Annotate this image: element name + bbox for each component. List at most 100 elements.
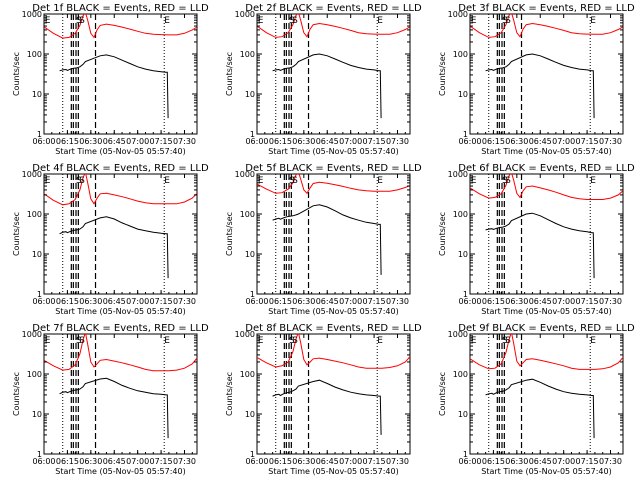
marker-label: E: [377, 336, 383, 346]
marker-label: E: [45, 336, 51, 346]
y-axis-label: Counts/sec: [438, 372, 447, 416]
plot-area: [44, 174, 197, 294]
x-tick-label: 07:30: [599, 297, 622, 306]
y-axis-label: Counts/sec: [12, 212, 21, 256]
y-tick-label: 10: [458, 90, 468, 99]
events-series-line: [485, 53, 595, 119]
x-tick-label: 06:30: [79, 137, 102, 146]
x-tick-label: 06:00: [458, 297, 481, 306]
x-tick-label: 07:30: [173, 137, 196, 146]
y-tick-label: 1: [250, 290, 255, 299]
marker-label: S: [76, 176, 82, 186]
x-tick-label: 06:15: [56, 297, 79, 306]
x-tick-label: 07:15: [576, 137, 599, 146]
x-tick-label: 06:30: [292, 137, 315, 146]
y-tick-label: 1000: [448, 330, 468, 339]
axes-box: [469, 333, 624, 455]
marker-label: E: [471, 176, 477, 186]
x-tick-label: 06:45: [529, 457, 552, 466]
x-tick-label: 07:15: [150, 297, 173, 306]
y-tick-label: 100: [453, 50, 468, 59]
x-tick-label: 06:15: [269, 297, 292, 306]
panel-2: Det 2f BLACK = Events, RED = LLD 06:00 06:…: [225, 3, 422, 156]
x-tick-label: 07:00: [552, 137, 575, 146]
y-tick-label: 1000: [235, 330, 255, 339]
marker-label: E: [258, 176, 264, 186]
y-tick-label: 100: [453, 370, 468, 379]
lld-series-line: [44, 334, 197, 372]
plot-area: [257, 334, 410, 454]
plot-area: [44, 334, 197, 454]
y-tick-label: 1: [250, 450, 255, 459]
x-tick-label: 07:30: [386, 457, 409, 466]
y-tick-label: 1: [463, 290, 468, 299]
axes-box: [43, 333, 198, 455]
y-tick-label: 10: [245, 90, 255, 99]
marker-label: S: [292, 336, 298, 346]
marker-label: E: [164, 176, 170, 186]
marker-label: S: [502, 16, 508, 26]
y-tick-label: 1: [463, 450, 468, 459]
lld-series-line: [470, 334, 623, 370]
panel-title: Det 8f BLACK = Events, RED = LLD: [245, 323, 422, 334]
y-tick-label: 100: [27, 370, 42, 379]
y-tick-label: 1000: [22, 330, 42, 339]
axes-box: [256, 333, 411, 455]
y-tick-label: 1: [250, 130, 255, 139]
y-tick-label: 100: [453, 210, 468, 219]
marker-label: E: [164, 336, 170, 346]
lld-series-line: [470, 174, 623, 200]
y-tick-label: 100: [27, 50, 42, 59]
y-axis-label: Counts/sec: [225, 372, 234, 416]
x-tick-label: 06:00: [245, 297, 268, 306]
y-tick-label: 1000: [448, 10, 468, 19]
y-tick-label: 100: [240, 50, 255, 59]
axes-box: [256, 13, 411, 135]
x-tick-label: 06:30: [505, 137, 528, 146]
x-tick-label: 07:15: [150, 137, 173, 146]
y-tick-label: 1000: [22, 10, 42, 19]
y-tick-label: 1: [463, 130, 468, 139]
marker-label: S: [505, 16, 511, 26]
x-tick-label: 07:00: [339, 137, 362, 146]
x-tick-label: 06:30: [292, 457, 315, 466]
plot-area: [257, 174, 410, 294]
y-tick-label: 10: [32, 90, 42, 99]
y-tick-label: 1000: [448, 170, 468, 179]
panel-title: Det 5f BLACK = Events, RED = LLD: [245, 163, 422, 174]
plot-area: [470, 174, 623, 294]
lld-series-line: [257, 14, 410, 38]
marker-label: S: [79, 16, 85, 26]
lld-series-line: [44, 174, 197, 206]
axes-box: [469, 173, 624, 295]
y-tick-label: 1000: [22, 170, 42, 179]
x-tick-label: 06:00: [245, 137, 268, 146]
x-tick-label: 07:15: [363, 137, 386, 146]
x-tick-label: 07:00: [126, 137, 149, 146]
events-series-line: [272, 204, 382, 275]
x-tick-label: 06:45: [316, 297, 339, 306]
y-axis-label: Counts/sec: [438, 52, 447, 96]
x-axis-label: Start Time (05-Nov-05 05:57:40): [481, 307, 611, 316]
marker-label: E: [258, 336, 264, 346]
x-tick-label: 06:00: [245, 457, 268, 466]
y-tick-label: 100: [240, 210, 255, 219]
x-tick-label: 06:45: [103, 457, 126, 466]
x-tick-label: 06:45: [316, 137, 339, 146]
x-axis-label: Start Time (05-Nov-05 05:57:40): [481, 147, 611, 156]
x-axis-label: Start Time (05-Nov-05 05:57:40): [55, 147, 185, 156]
panel-title: Det 2f BLACK = Events, RED = LLD: [245, 3, 422, 14]
y-tick-label: 10: [458, 410, 468, 419]
panel-title: Det 1f BLACK = Events, RED = LLD: [32, 3, 209, 14]
x-tick-label: 07:30: [386, 297, 409, 306]
x-tick-label: 06:00: [32, 457, 55, 466]
x-tick-label: 06:15: [482, 297, 505, 306]
x-tick-label: 06:00: [32, 297, 55, 306]
lld-series-line: [257, 334, 410, 369]
x-tick-label: 06:45: [529, 137, 552, 146]
x-axis-label: Start Time (05-Nov-05 05:57:40): [268, 307, 398, 316]
x-tick-label: 07:15: [150, 457, 173, 466]
